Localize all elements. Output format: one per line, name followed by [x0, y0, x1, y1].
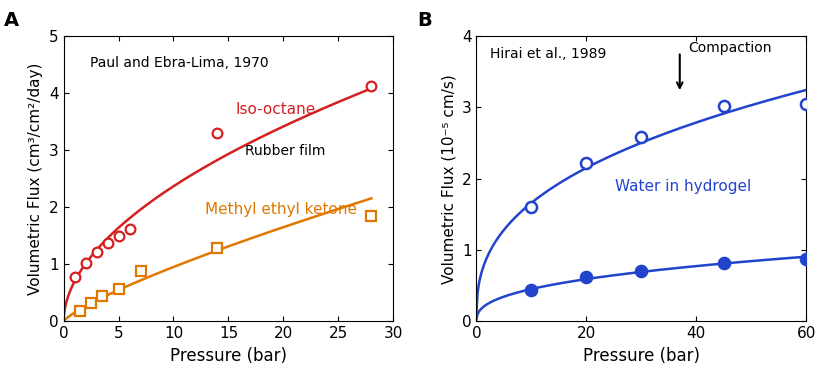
Text: A: A: [4, 11, 19, 30]
X-axis label: Pressure (bar): Pressure (bar): [583, 347, 700, 365]
Text: Hirai et al., 1989: Hirai et al., 1989: [490, 47, 606, 61]
X-axis label: Pressure (bar): Pressure (bar): [170, 347, 287, 365]
Text: Compaction: Compaction: [688, 41, 772, 55]
Text: Paul and Ebra-Lima, 1970: Paul and Ebra-Lima, 1970: [90, 56, 269, 70]
Text: Iso-octane: Iso-octane: [235, 102, 315, 117]
Text: B: B: [417, 11, 432, 30]
Text: Methyl ethyl ketone: Methyl ethyl ketone: [205, 202, 357, 217]
Text: Rubber film: Rubber film: [245, 144, 325, 158]
Y-axis label: Volumetric Flux (10⁻⁵ cm/s): Volumetric Flux (10⁻⁵ cm/s): [441, 74, 457, 284]
Text: Water in hydrogel: Water in hydrogel: [615, 179, 751, 194]
Y-axis label: Volumetric Flux (cm³/cm²/day): Volumetric Flux (cm³/cm²/day): [28, 62, 43, 295]
